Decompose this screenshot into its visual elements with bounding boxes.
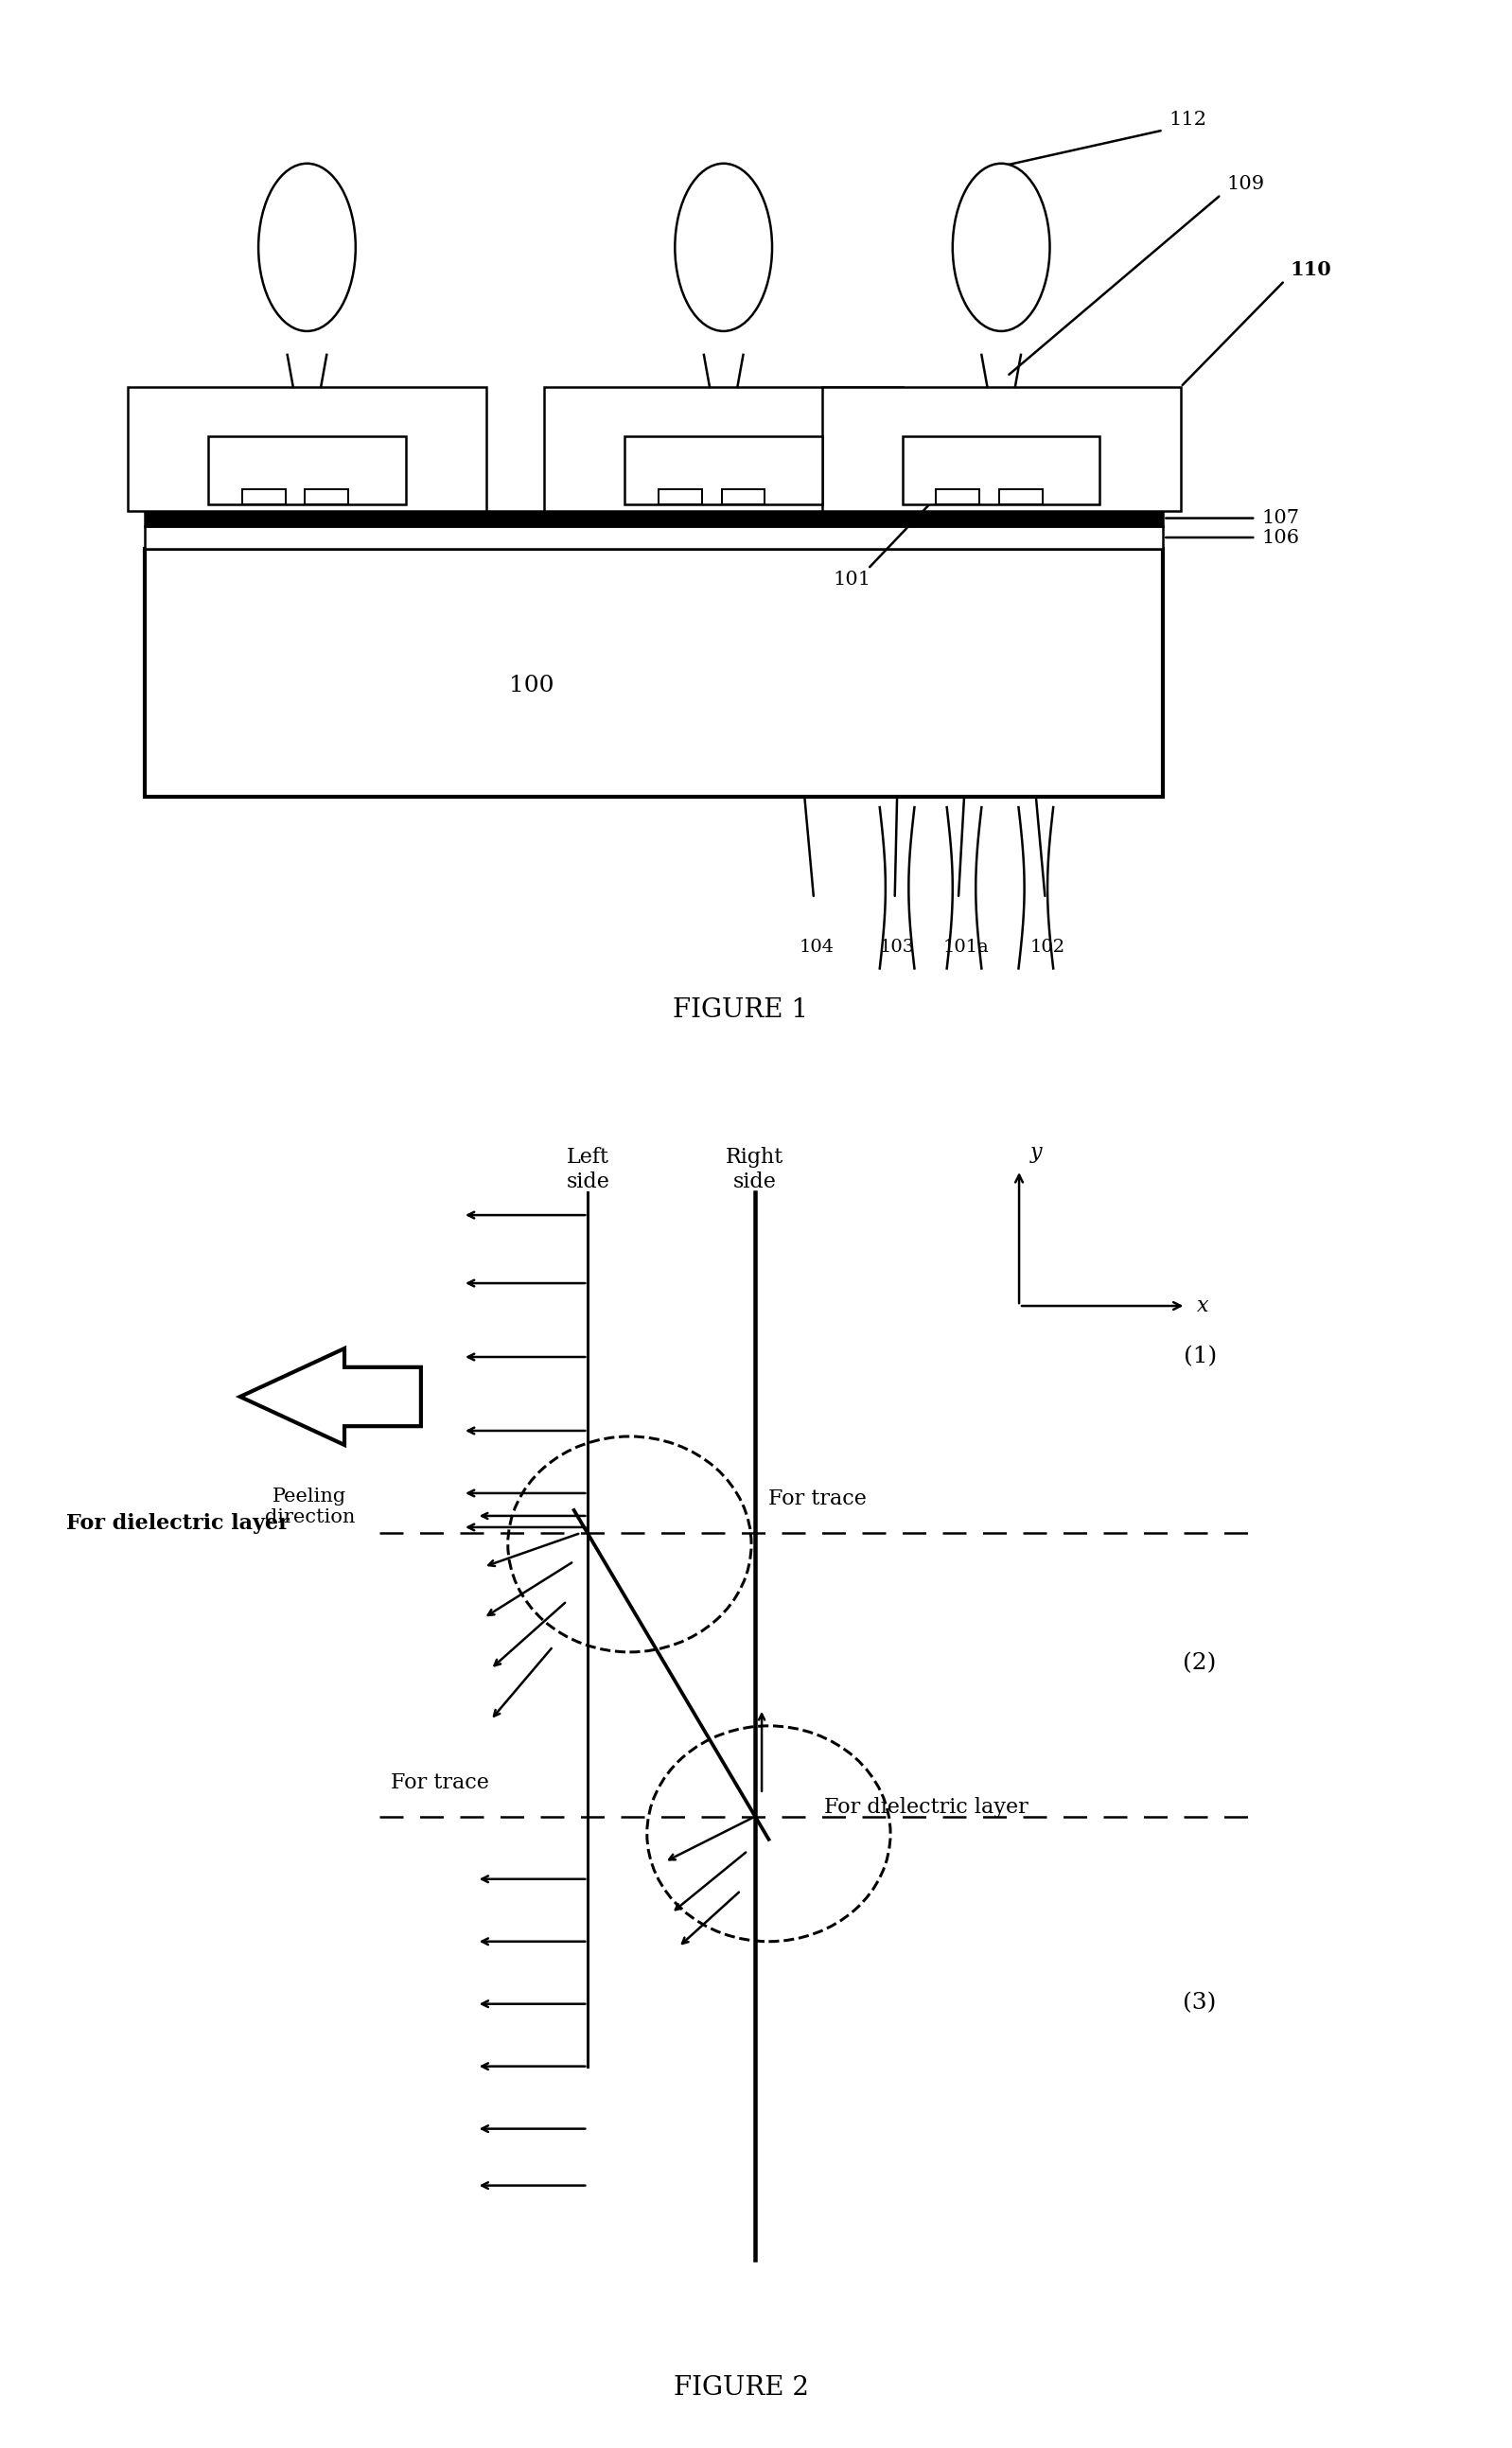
FancyArrow shape: [240, 1349, 420, 1444]
Bar: [145, 512, 1163, 526]
Text: 101a: 101a: [943, 940, 989, 957]
Text: (1): (1): [1184, 1346, 1217, 1368]
Bar: [127, 387, 487, 512]
Bar: [999, 490, 1043, 504]
Text: 106: 106: [1261, 529, 1299, 546]
Text: FIGURE 1: FIGURE 1: [673, 996, 809, 1023]
Bar: [242, 490, 286, 504]
Bar: [658, 490, 702, 504]
Ellipse shape: [674, 164, 773, 330]
Text: 109: 109: [1226, 176, 1266, 193]
Bar: [823, 387, 1181, 512]
Bar: [936, 490, 980, 504]
Text: For dielectric layer: For dielectric layer: [824, 1797, 1028, 1819]
Bar: [209, 436, 405, 504]
Bar: [145, 526, 1163, 548]
Text: Peeling
direction: Peeling direction: [265, 1488, 355, 1525]
Text: 102: 102: [1030, 940, 1066, 957]
Bar: [544, 387, 903, 512]
Text: Left
side: Left side: [565, 1148, 609, 1192]
Text: Right
side: Right side: [726, 1148, 783, 1192]
Text: (2): (2): [1184, 1652, 1217, 1674]
Text: 104: 104: [798, 940, 833, 957]
Text: 107: 107: [1261, 509, 1299, 526]
Bar: [624, 436, 823, 504]
Text: FIGURE 2: FIGURE 2: [673, 2375, 809, 2401]
Text: 112: 112: [1169, 110, 1207, 130]
Bar: [145, 548, 1163, 796]
Text: 110: 110: [1290, 259, 1332, 279]
Ellipse shape: [953, 164, 1049, 330]
Text: For trace: For trace: [390, 1772, 488, 1792]
Text: 100: 100: [510, 673, 555, 695]
Bar: [903, 436, 1099, 504]
Bar: [721, 490, 765, 504]
Text: (3): (3): [1184, 1993, 1217, 2015]
Text: For trace: For trace: [768, 1488, 866, 1510]
Text: x: x: [1198, 1295, 1210, 1317]
Text: For dielectric layer: For dielectric layer: [67, 1513, 289, 1535]
Text: y: y: [1030, 1143, 1042, 1163]
Ellipse shape: [259, 164, 355, 330]
Bar: [305, 490, 348, 504]
Text: 101: 101: [833, 570, 871, 590]
Text: 103: 103: [880, 940, 915, 957]
